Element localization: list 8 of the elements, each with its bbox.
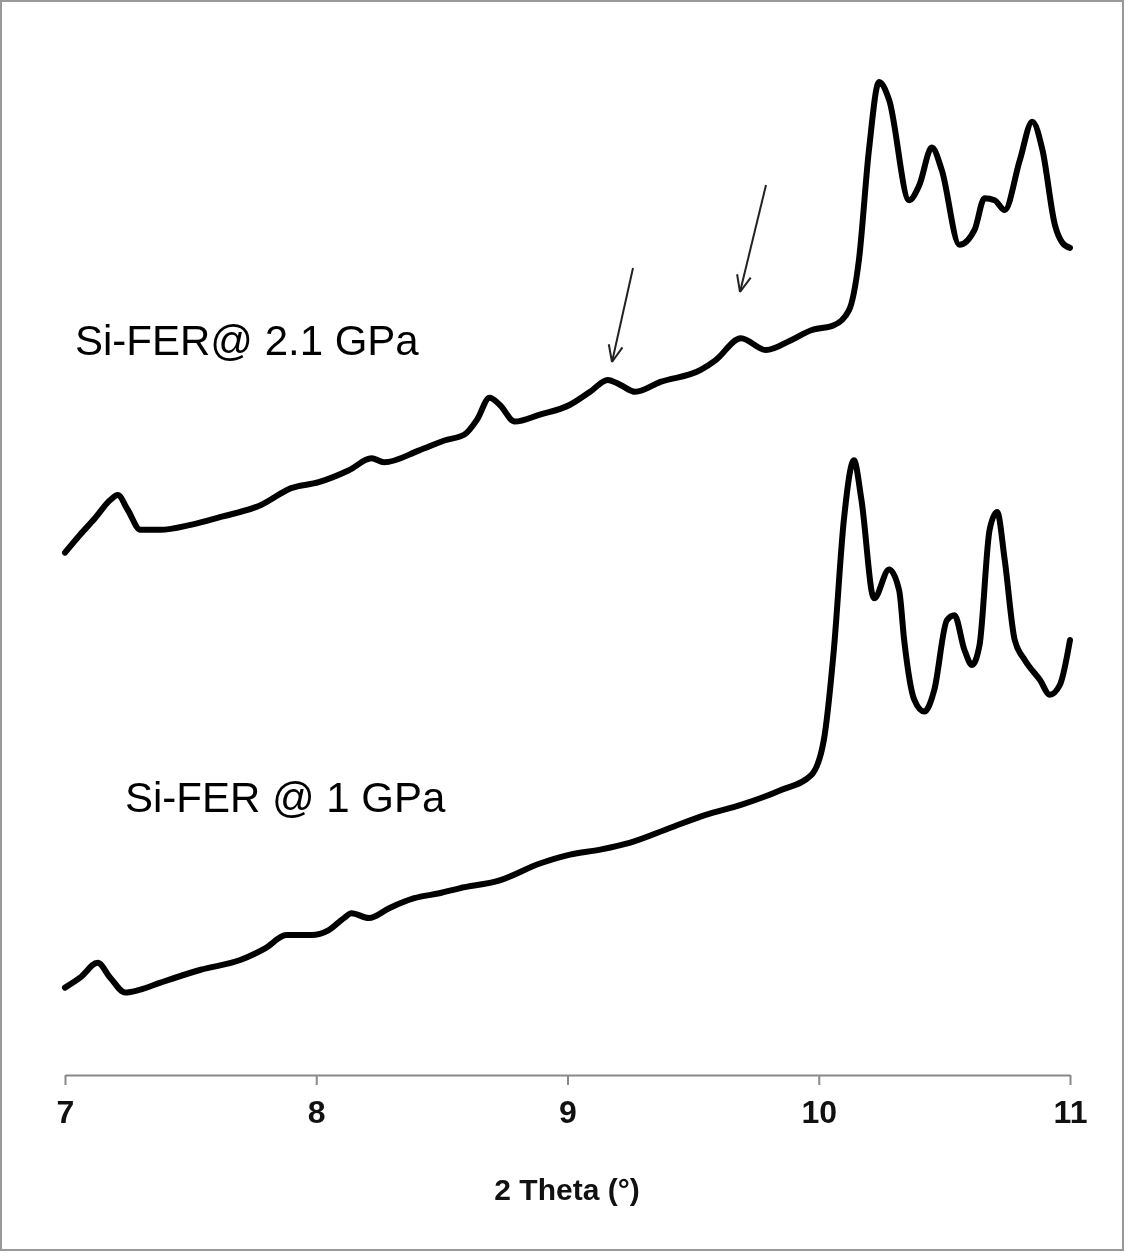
x-tick-label: 8 xyxy=(307,1094,326,1131)
series-label: Si-FER@ 2.1 GPa xyxy=(75,317,420,364)
series-label: Si-FER @ 1 GPa xyxy=(125,774,447,821)
x-tick-label: 9 xyxy=(559,1094,577,1131)
x-tick-label: 7 xyxy=(56,1094,75,1131)
x-tick-label: 10 xyxy=(801,1094,838,1131)
x-tick-label: 11 xyxy=(1053,1094,1088,1131)
x-axis-title: 2 Theta (°) xyxy=(494,1173,640,1206)
